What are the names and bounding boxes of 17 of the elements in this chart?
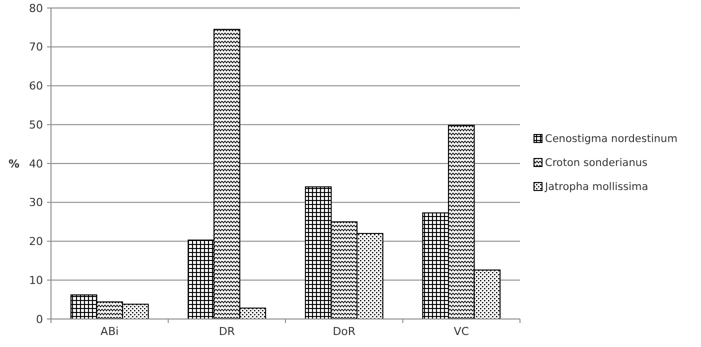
y-tick-label: 40 [29,157,43,170]
y-tick-label: 0 [36,312,43,326]
x-tick-label: DoR [332,325,356,338]
y-tick-label: 50 [29,118,43,132]
y-tick-label: 30 [29,196,43,210]
y-tick-label: 10 [29,274,43,287]
x-tick-label: VC [454,325,470,338]
legend-label: Jatropha mollissima [544,181,648,194]
y-tick-label: 20 [29,235,43,248]
x-tick-label: DR [218,325,236,338]
legend-label: Croton sonderianus [545,157,648,170]
y-tick-label: 60 [29,80,43,93]
legend-label: Cenostigma nordestinum [545,133,678,146]
y-tick-label: 70 [29,40,43,54]
y-axis-title: % [8,157,20,170]
y-tick-label: 80 [29,2,43,15]
x-tick-label: ABi [100,325,119,338]
